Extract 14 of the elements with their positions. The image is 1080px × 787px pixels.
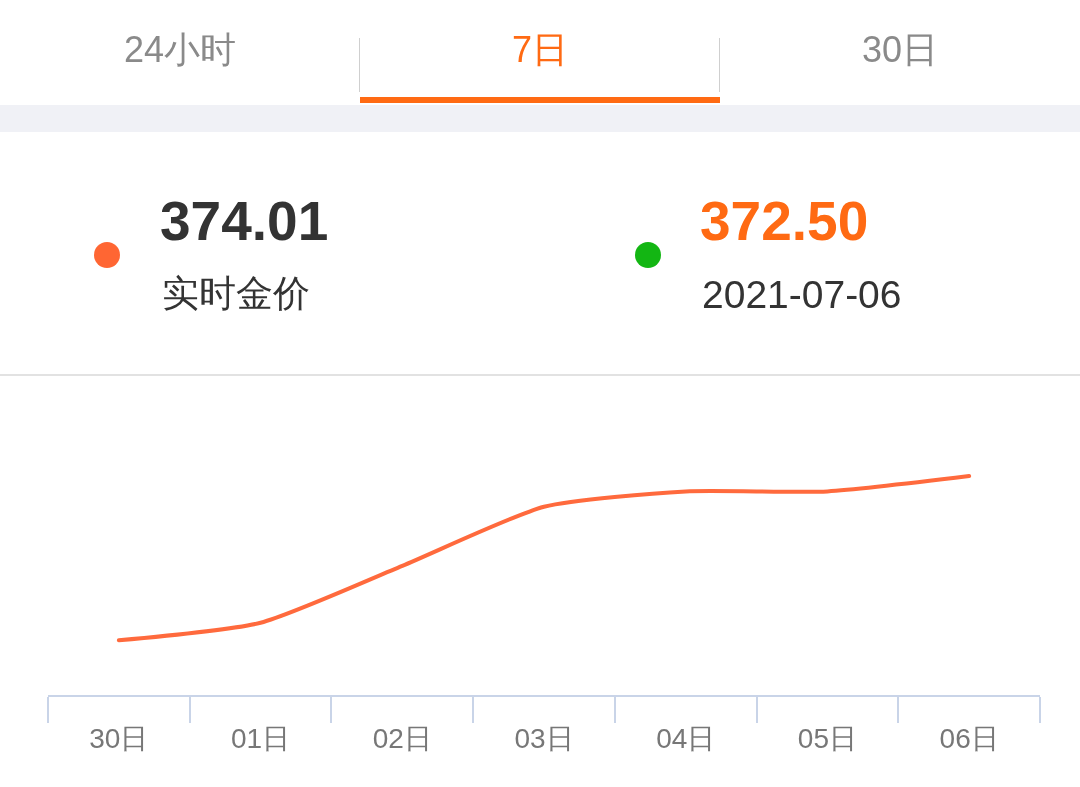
x-tick-label: 30日	[89, 722, 149, 754]
text: 30日	[860, 28, 939, 72]
x-tick-label: 05日	[797, 722, 858, 754]
x-tick-label: 02日	[372, 722, 432, 754]
x-tick-label: 03日	[514, 722, 574, 754]
x-tick-label: 04日	[656, 722, 716, 754]
text: 372.50	[700, 189, 869, 254]
text: 实时金价	[162, 272, 310, 316]
text: 374.01	[160, 189, 329, 254]
x-tick-label: 01日	[230, 722, 291, 754]
x-tick-label: 06日	[939, 722, 999, 754]
text: 2021-07-06	[702, 272, 902, 318]
text: 24小时	[122, 28, 237, 72]
text: 7日	[511, 28, 569, 72]
